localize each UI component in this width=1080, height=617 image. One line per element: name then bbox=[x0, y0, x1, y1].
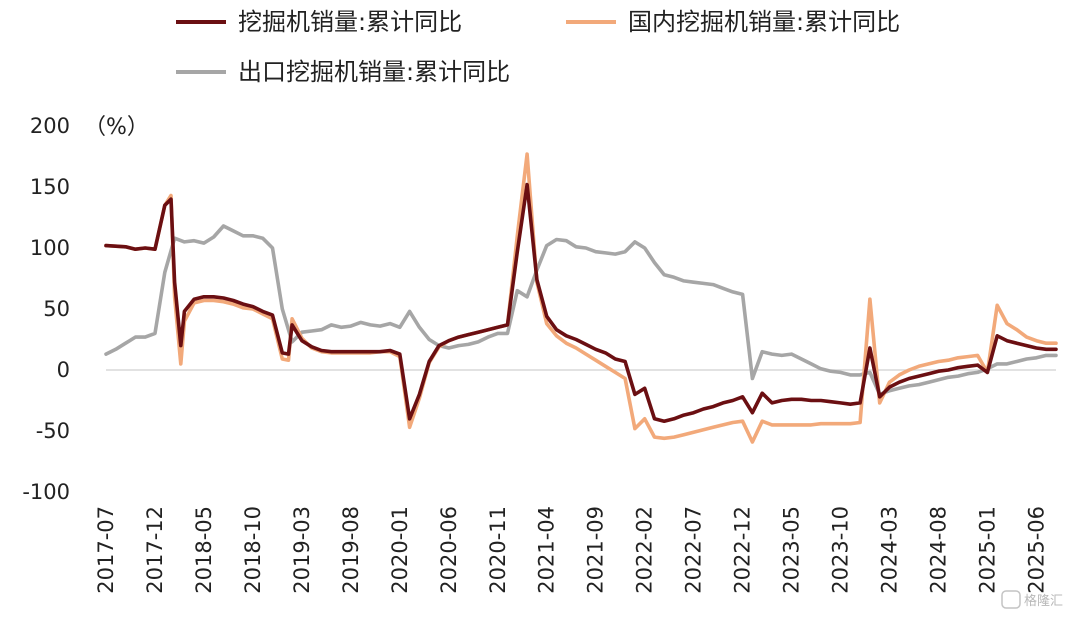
x-tick-label: 2023-05 bbox=[780, 506, 804, 594]
watermark-text: 格隆汇 bbox=[1024, 593, 1063, 609]
legend-item-export[interactable]: 出口挖掘机销量:累计同比 bbox=[176, 58, 510, 86]
legend-label-total: 挖掘机销量:累计同比 bbox=[238, 8, 462, 36]
x-tick-label: 2017-07 bbox=[94, 506, 118, 594]
legend: 挖掘机销量:累计同比 国内挖掘机销量:累计同比 出口挖掘机销量:累计同比 bbox=[176, 8, 900, 86]
x-tick-label: 2021-04 bbox=[535, 506, 559, 594]
watermark: 格隆汇 bbox=[1001, 590, 1063, 609]
y-tick-label: 200 bbox=[30, 114, 70, 138]
y-tick-label: 100 bbox=[30, 236, 70, 260]
x-tick-label: 2018-10 bbox=[241, 506, 265, 594]
series-line-export bbox=[104, 224, 1058, 397]
x-tick-label: 2021-09 bbox=[584, 506, 608, 594]
x-tick-label: 2019-08 bbox=[339, 506, 363, 594]
series-layer bbox=[104, 152, 1058, 444]
y-unit-label: （%） bbox=[84, 115, 149, 140]
x-tick-label: 2020-11 bbox=[486, 506, 510, 594]
y-tick-label: -50 bbox=[36, 419, 70, 443]
x-tick-label: 2024-08 bbox=[927, 506, 951, 594]
y-tick-label: 50 bbox=[43, 297, 70, 321]
x-tick-label: 2022-12 bbox=[731, 506, 755, 594]
x-tick-label: 2019-03 bbox=[290, 506, 314, 594]
x-tick-label: 2017-12 bbox=[143, 506, 167, 594]
legend-item-domestic[interactable]: 国内挖掘机销量:累计同比 bbox=[566, 8, 900, 36]
legend-label-export: 出口挖掘机销量:累计同比 bbox=[238, 58, 510, 86]
x-tick-label: 2023-10 bbox=[829, 506, 853, 594]
y-tick-label: -100 bbox=[22, 480, 70, 504]
x-tick-label: 2024-03 bbox=[878, 506, 902, 594]
x-tick-label: 2018-05 bbox=[192, 506, 216, 594]
y-axis-ticks: 200 150 100 50 0 -50 -100 bbox=[22, 114, 70, 504]
x-tick-label: 2020-06 bbox=[437, 506, 461, 594]
series-line-total bbox=[104, 182, 1058, 423]
watermark-logo-icon bbox=[1001, 590, 1021, 609]
x-tick-label: 2022-07 bbox=[682, 506, 706, 594]
series-line-domestic bbox=[104, 152, 1058, 444]
x-tick-label: 2020-01 bbox=[388, 506, 412, 594]
x-tick-label: 2025-06 bbox=[1024, 506, 1048, 594]
legend-item-total[interactable]: 挖掘机销量:累计同比 bbox=[176, 8, 462, 36]
y-tick-label: 150 bbox=[30, 175, 70, 199]
x-axis-ticks: 2017-07 2017-12 2018-05 2018-10 2019-03 2019-… bbox=[94, 506, 1048, 594]
x-tick-label: 2025-01 bbox=[975, 506, 999, 594]
y-tick-label: 0 bbox=[57, 358, 70, 382]
legend-label-domestic: 国内挖掘机销量:累计同比 bbox=[628, 8, 900, 36]
x-tick-label: 2022-02 bbox=[633, 506, 657, 594]
